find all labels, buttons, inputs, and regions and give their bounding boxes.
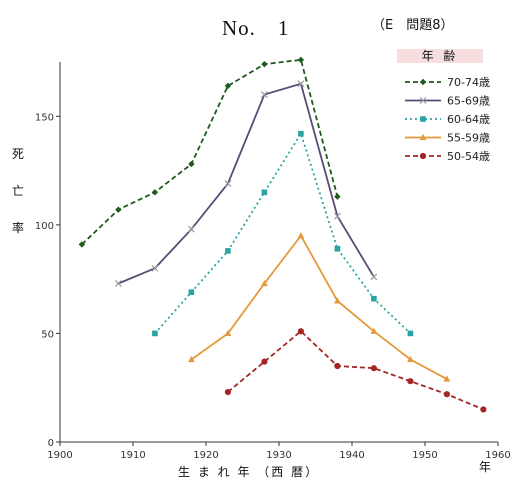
legend-item-label: 60-64歳 <box>447 113 490 126</box>
series-line <box>154 131 412 335</box>
legend-marker <box>420 116 426 122</box>
y-axis-label-char: 亡 <box>11 184 24 198</box>
data-point <box>297 80 305 88</box>
data-point <box>152 330 158 337</box>
data-point <box>297 56 305 64</box>
y-tick-label: 0 <box>48 438 54 449</box>
x-tick-label: 1940 <box>339 450 364 461</box>
legend-title: 年 齢 <box>397 49 483 63</box>
data-point <box>334 297 341 304</box>
legend-item-label: 70-74歳 <box>447 76 490 89</box>
x-tick-label: 1910 <box>120 450 145 461</box>
data-point <box>115 206 122 213</box>
data-point <box>224 329 232 337</box>
x-axis-label: 生 ま れ 年 （西 暦） <box>178 465 320 479</box>
data-point <box>334 245 341 252</box>
data-point <box>261 189 268 196</box>
data-point <box>78 241 86 248</box>
data-point <box>370 327 378 334</box>
data-point <box>114 280 122 287</box>
data-point <box>224 82 232 90</box>
legend-marker <box>419 97 427 104</box>
data-point <box>371 295 377 302</box>
x-tick-label: 1900 <box>47 450 72 461</box>
data-point <box>334 193 341 200</box>
data-point <box>334 362 341 370</box>
data-point <box>297 328 304 335</box>
y-tick-label: 150 <box>35 112 54 123</box>
legend-item-label: 65-69歳 <box>447 95 490 108</box>
y-axis-label-char: 死 <box>11 147 24 161</box>
data-point <box>333 212 341 220</box>
data-point <box>261 358 268 365</box>
data-point <box>370 273 378 281</box>
data-point <box>188 160 195 168</box>
x-axis-unit: 年 <box>479 460 492 474</box>
data-point <box>298 130 304 137</box>
legend-marker <box>419 78 427 86</box>
data-point <box>443 391 450 398</box>
data-point <box>407 330 414 337</box>
data-point <box>407 355 414 363</box>
data-point <box>297 232 305 239</box>
data-point <box>187 225 195 233</box>
data-point <box>224 388 231 396</box>
x-tick-label: 1930 <box>266 450 291 461</box>
x-tick-label: 1920 <box>193 450 218 461</box>
chart-subtitle: （E 問題8） <box>372 18 454 33</box>
x-tick-label: 1960 <box>485 450 510 461</box>
series-line <box>190 234 448 380</box>
data-point <box>224 180 232 188</box>
legend-item-label: 55-59歳 <box>447 132 490 145</box>
data-point <box>188 289 195 295</box>
data-point <box>370 365 377 372</box>
data-point <box>261 60 268 68</box>
y-tick-label: 50 <box>41 329 54 340</box>
y-tick-label: 100 <box>35 221 54 232</box>
data-point <box>151 189 159 196</box>
series-line <box>227 330 484 411</box>
data-point <box>480 406 487 413</box>
data-point <box>407 378 414 385</box>
data-point <box>188 355 195 363</box>
chart-title: No. 1 <box>222 16 290 40</box>
legend-marker <box>419 133 427 141</box>
series-line <box>118 82 375 285</box>
data-point <box>151 264 159 272</box>
data-point <box>260 91 268 98</box>
legend-marker <box>419 152 427 160</box>
y-axis-label-char: 率 <box>11 221 24 235</box>
data-point <box>225 248 231 254</box>
legend-item-label: 50-54歳 <box>447 150 490 163</box>
series-line <box>81 58 339 246</box>
y-axis-label: 死 亡 率 <box>10 136 26 247</box>
data-point <box>261 279 268 287</box>
x-tick-label: 1950 <box>412 450 437 461</box>
data-point <box>443 375 451 382</box>
